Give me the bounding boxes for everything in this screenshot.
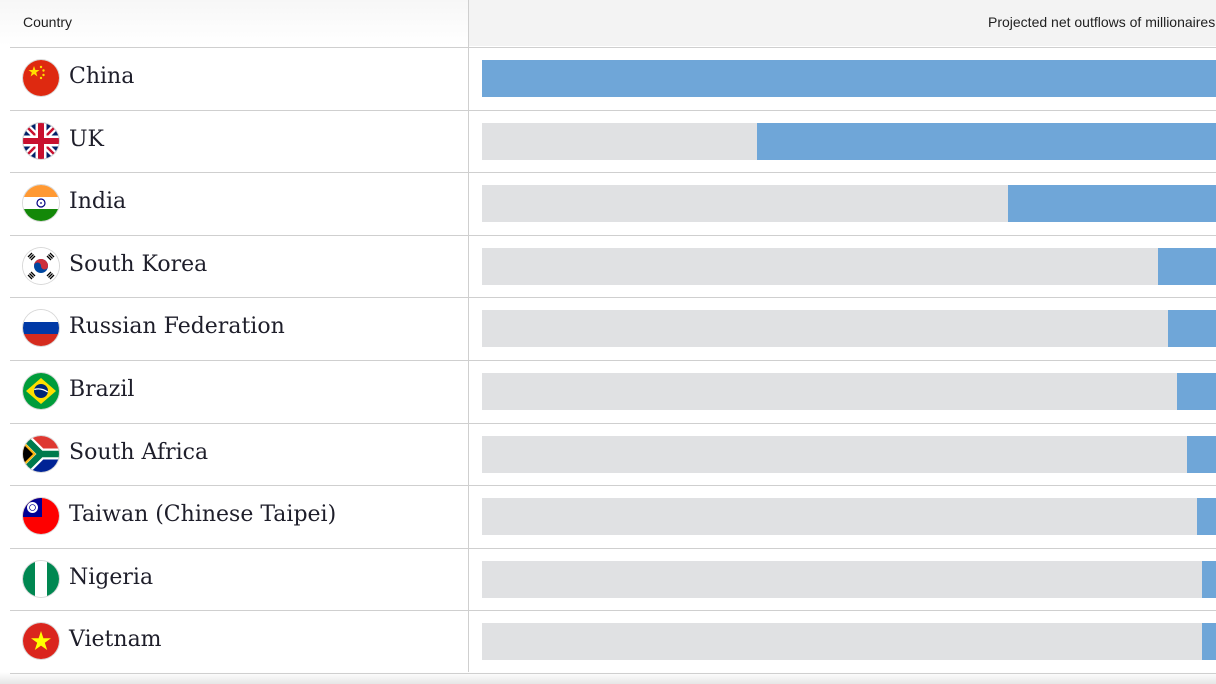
country-label: Vietnam — [69, 627, 162, 653]
bar-track — [482, 310, 1216, 348]
bar-column-header-background — [469, 0, 1216, 46]
country-label: India — [69, 189, 127, 215]
country-label: Nigeria — [69, 564, 154, 590]
table-row: South Africa — [10, 423, 1216, 485]
row-divider — [10, 47, 1216, 48]
row-divider — [10, 360, 1216, 361]
bar-track — [482, 247, 1216, 285]
bar-india — [1008, 185, 1216, 223]
row-divider — [10, 235, 1216, 236]
row-divider — [10, 423, 1216, 424]
bar-track — [482, 435, 1216, 473]
country-label: Brazil — [69, 377, 135, 402]
bar-uk — [757, 122, 1216, 160]
south-korea-flag-icon — [23, 247, 59, 284]
country-label: UK — [69, 126, 104, 152]
table-row: Russian Federation — [10, 297, 1216, 359]
bar-track — [482, 185, 1216, 223]
bar-brazil — [1177, 373, 1216, 410]
table-row: China — [10, 47, 1216, 109]
country-label: South Africa — [69, 439, 209, 465]
russia-flag-icon — [23, 310, 59, 347]
row-divider — [10, 172, 1216, 173]
bar-russian-federation — [1167, 310, 1216, 348]
bar-south-africa — [1187, 435, 1216, 473]
row-divider — [10, 485, 1216, 486]
column-divider — [468, 0, 469, 672]
bar-track — [482, 122, 1216, 160]
bar-vietnam — [1201, 623, 1216, 661]
table-row: Nigeria — [10, 548, 1216, 610]
table-row: India — [10, 172, 1216, 234]
table-row: Taiwan (Chinese Taipei) — [10, 485, 1216, 547]
brazil-flag-icon — [23, 373, 59, 409]
bar-china — [482, 60, 1216, 97]
country-label: South Korea — [69, 251, 208, 277]
india-flag-icon — [23, 185, 59, 222]
row-divider — [10, 297, 1216, 298]
bar-track — [482, 373, 1216, 410]
uk-flag-icon — [23, 122, 59, 159]
vietnam-flag-icon — [23, 623, 59, 660]
country-label: Russian Federation — [69, 314, 285, 340]
bar-south-korea — [1158, 247, 1216, 285]
row-divider — [10, 673, 1216, 674]
bar-track — [482, 560, 1216, 598]
row-divider — [10, 110, 1216, 111]
country-column-header: Country — [23, 14, 73, 30]
outflow-column-header: Projected net outflows of millionaires — [988, 14, 1216, 30]
table-row: Vietnam — [10, 610, 1216, 672]
table-row: South Korea — [10, 235, 1216, 297]
row-divider — [10, 548, 1216, 549]
taiwan-flag-icon — [23, 498, 59, 535]
south-africa-flag-icon — [23, 435, 59, 472]
bar-nigeria — [1201, 560, 1216, 598]
country-label: Taiwan (Chinese Taipei) — [69, 502, 337, 528]
country-label: China — [69, 64, 135, 89]
table-row: Brazil — [10, 360, 1216, 422]
china-flag-icon — [23, 60, 59, 96]
bar-taiwan-chinese-taipei — [1196, 498, 1216, 536]
nigeria-flag-icon — [23, 560, 59, 597]
row-divider — [10, 610, 1216, 611]
bar-track — [482, 498, 1216, 536]
bar-track — [482, 60, 1216, 97]
bar-track — [482, 623, 1216, 661]
table-row: UK — [10, 110, 1216, 172]
